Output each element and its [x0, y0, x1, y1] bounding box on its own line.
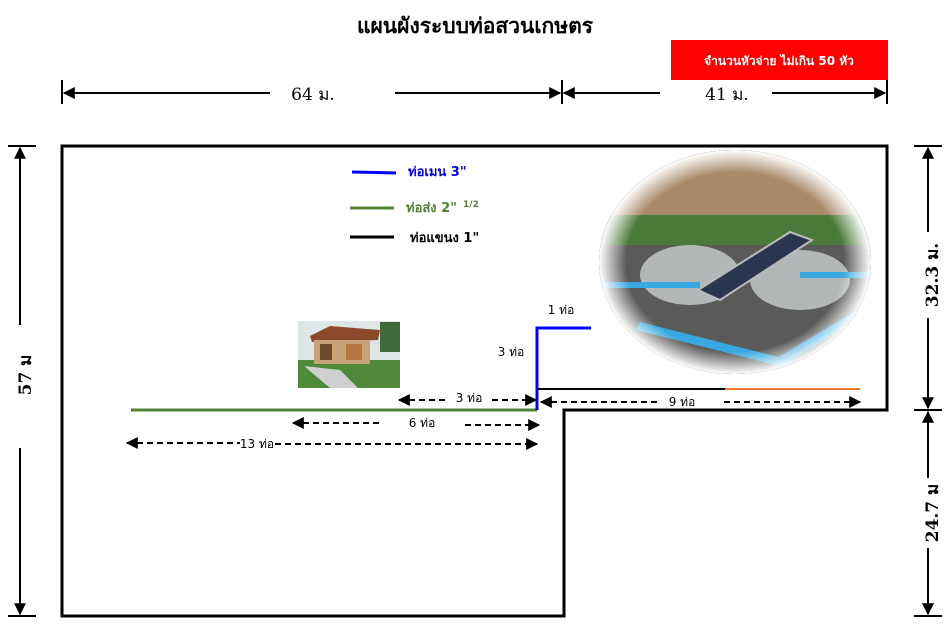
label-left-short: 3 ท่อ: [456, 391, 483, 405]
label-right-branch: 9 ท่อ: [669, 395, 696, 409]
notice-text: จำนวนหัวจ่าย ไม่เกิน 50 หัว: [704, 53, 854, 68]
dim-right-lower: 24.7 ม: [923, 484, 943, 543]
land-boundary: [60, 144, 889, 618]
top-dimension: 64 ม. 41 ม.: [61, 80, 888, 105]
solar-pond-photo: [599, 150, 871, 374]
label-main-horizontal: 1 ท่อ: [548, 303, 575, 317]
left-dimension: 57 ม: [8, 145, 36, 617]
dim-left: 57 ม: [16, 355, 36, 396]
label-long: 13 ท่อ: [240, 437, 274, 451]
label-main-vertical: 3 ท่อ: [498, 345, 525, 359]
main-pipe: [535, 326, 591, 410]
legend-main-label: ท่อเมน 3": [408, 165, 467, 180]
legend-swatch-main: [351, 170, 397, 175]
dim-right-upper: 32.3 ม.: [923, 243, 943, 307]
measure-arrows: [125, 394, 862, 450]
house-photo: [298, 321, 400, 388]
dim-top-left: 64 ม.: [291, 85, 335, 105]
notice-badge: จำนวนหัวจ่าย ไม่เกิน 50 หัว: [671, 40, 888, 80]
dim-top-right: 41 ม.: [705, 85, 749, 105]
legend: ท่อเมน 3" ท่อส่ง 2" 1/2 ท่อแขนง 1": [350, 165, 479, 246]
label-mid: 6 ท่อ: [409, 416, 436, 430]
page-title: แผนผังระบบท่อสวนเกษตร: [357, 14, 594, 38]
pipes: [131, 326, 860, 412]
right-dimension: 32.3 ม. 24.7 ม: [914, 145, 943, 617]
legend-branch-label: ท่อแขนง 1": [410, 231, 479, 246]
legend-supply-label: ท่อส่ง 2" 1/2: [406, 200, 479, 216]
